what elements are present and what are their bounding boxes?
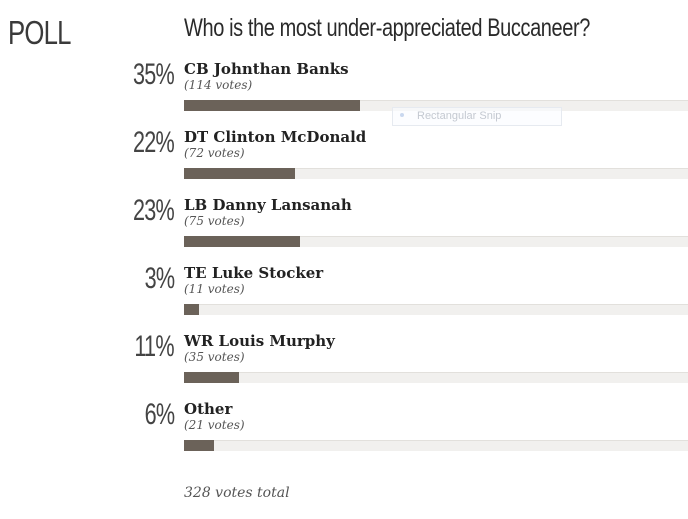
poll-question: Who is the most under-appreciated Buccan… (184, 14, 590, 42)
votes-total: 328 votes total (184, 485, 290, 501)
option-bar-track (184, 372, 688, 383)
option-bar-fill (184, 372, 240, 383)
option-bar-track (184, 236, 688, 247)
option-bar-track (184, 100, 688, 111)
snip-label: Rectangular Snip (417, 110, 502, 122)
poll-label: POLL (8, 14, 71, 51)
option-name: LB Danny Lansanah (184, 196, 352, 214)
option-percent: 35% (132, 58, 175, 91)
option-votes: (21 votes) (184, 418, 245, 432)
option-name: WR Louis Murphy (184, 332, 335, 350)
option-percent: 11% (134, 330, 175, 363)
poll-option-3[interactable]: 3% TE Luke Stocker (11 votes) (0, 264, 688, 332)
option-bar-track (184, 304, 688, 315)
option-percent: 6% (144, 398, 175, 431)
option-votes: (114 votes) (184, 78, 253, 92)
snip-icon (397, 110, 407, 120)
option-bar-fill (184, 100, 361, 111)
option-percent: 3% (144, 262, 175, 295)
poll-option-4[interactable]: 11% WR Louis Murphy (35 votes) (0, 332, 688, 400)
option-votes: (75 votes) (184, 214, 245, 228)
poll-option-0[interactable]: 35% CB Johnthan Banks (114 votes) (0, 60, 688, 128)
option-bar-track (184, 440, 688, 451)
option-percent: 22% (132, 126, 175, 159)
option-name: CB Johnthan Banks (184, 60, 349, 78)
poll-option-5[interactable]: 6% Other (21 votes) (0, 400, 688, 468)
option-bar-fill (184, 168, 295, 179)
option-bar-track (184, 168, 688, 179)
option-votes: (35 votes) (184, 350, 245, 364)
poll-option-2[interactable]: 23% LB Danny Lansanah (75 votes) (0, 196, 688, 264)
option-percent: 23% (132, 194, 175, 227)
option-name: TE Luke Stocker (184, 264, 324, 282)
rectangular-snip-tooltip: Rectangular Snip (392, 107, 562, 126)
option-name: DT Clinton McDonald (184, 128, 367, 146)
option-bar-fill (184, 440, 215, 451)
option-bar-fill (184, 236, 300, 247)
option-votes: (72 votes) (184, 146, 245, 160)
poll-options: 35% CB Johnthan Banks (114 votes) 22% DT… (0, 60, 688, 468)
option-bar-fill (184, 304, 200, 315)
option-name: Other (184, 400, 233, 418)
poll-option-1[interactable]: 22% DT Clinton McDonald (72 votes) (0, 128, 688, 196)
option-votes: (11 votes) (184, 282, 245, 296)
